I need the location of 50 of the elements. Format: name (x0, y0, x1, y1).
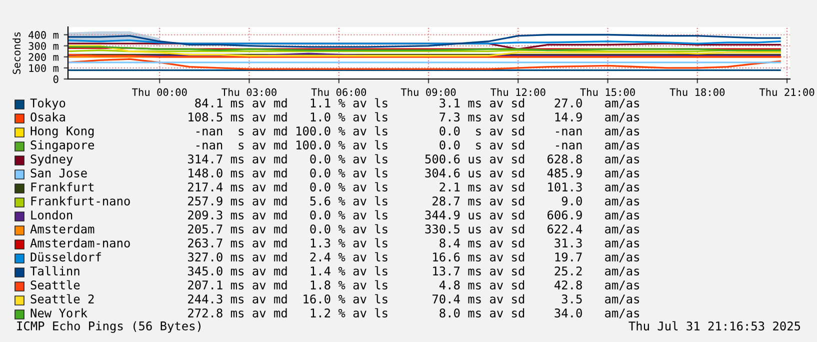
x-tick-label: Thu 21:00 (759, 88, 814, 96)
text: 272.8 ms av md 1.2 % av ls 8.0 ms av sd 34.0 am/as (188, 308, 640, 318)
text: 263.7 ms av md 1.3 % av ls 8.4 ms av sd 31.3 am/as (188, 238, 640, 248)
text: -nan s av md 100.0 % av ls 0.0 s av sd -nan am/as (196, 140, 640, 150)
y-axis-title: Seconds (12, 32, 20, 74)
text: 314.7 ms av md 0.0 % av ls 500.6 us av sd 628.8 am/as (188, 154, 640, 164)
x-tick-label: Thu 03:00 (222, 88, 276, 96)
text: 209.3 ms av md 0.0 % av ls 344.9 us av sd 606.9 am/as (188, 210, 640, 220)
y-tick-label: 100 m (29, 64, 58, 72)
y-tick-label: 400 m (28, 31, 58, 39)
y-tick-label: 300 m (28, 42, 58, 50)
legend-label: London (31, 210, 72, 220)
x-tick-label: Thu 09:00 (400, 88, 456, 96)
legend-label: Amsterdam (30, 224, 94, 234)
legend-label: Amsterdam-nano (30, 238, 130, 248)
legend-label: Tallinn (30, 266, 80, 276)
legend-label: Singapore (30, 140, 94, 152)
x-tick-label: Thu 18:00 (670, 88, 725, 96)
text: 244.3 ms av md 16.0 % av ls 70.4 ms av sd 3.5 am/as (188, 294, 640, 304)
text: 345.0 ms av md 1.4 % av ls 13.7 ms av sd 25.2 am/as (188, 266, 640, 276)
text: -nan s av md 100.0 % av ls 0.0 s av sd -nan am/as (196, 126, 640, 136)
text: Thu Jul 31 21:16:53 2025 (628, 321, 800, 330)
y-tick-label: 0 (53, 75, 58, 84)
x-tick-label: Thu 12:00 (490, 88, 546, 96)
x-tick-label: Thu 00:00 (132, 88, 187, 96)
text: 148.0 ms av md 0.0 % av ls 304.6 us av sd 485.9 am/as (188, 168, 640, 178)
x-tick-label: Thu 06:00 (311, 88, 366, 96)
line-series (68, 44, 781, 57)
text: 205.7 ms av md 0.0 % av ls 330.5 us av sd 622.4 am/as (188, 224, 640, 234)
legend-label: Seattle 2 (30, 294, 94, 304)
legend-label: San Jose (30, 168, 87, 178)
legend-label: Hong Kong (30, 126, 94, 138)
text: ICMP Echo Pings (56 Bytes) (17, 321, 200, 333)
legend-label: Tokyo (30, 98, 66, 110)
legend-label: Düsseldorf (30, 252, 101, 262)
legend-label: Frankfurt (31, 182, 94, 192)
text: 207.1 ms av md 1.8 % av ls 4.8 ms av sd 42.8 am/as (188, 280, 640, 290)
text: 257.9 ms av md 5.6 % av ls 28.7 ms av sd 9.0 am/as (188, 196, 640, 206)
text: 84.1 ms av md 1.1 % av ls 3.1 ms av sd 27.0 am/as (195, 98, 640, 108)
y-tick-label: 200 m (28, 53, 58, 61)
legend-label: Osaka (30, 112, 65, 122)
legend-label: Frankfurt-nano (31, 196, 130, 206)
text: 217.4 ms av md 0.0 % av ls 2.1 ms av sd 101.3 am/as (188, 182, 640, 192)
line-series (68, 34, 781, 48)
legend-label: New York (30, 308, 88, 318)
text: 327.0 ms av md 2.4 % av ls 16.6 ms av sd 19.7 am/as (188, 252, 640, 262)
text: 108.5 ms av md 1.0 % av ls 7.3 ms av sd 14.9 am/as (188, 112, 640, 122)
x-tick-label: Thu 15:00 (580, 88, 635, 96)
legend-label: Seattle (30, 280, 80, 290)
legend-label: Sydney (30, 154, 73, 166)
